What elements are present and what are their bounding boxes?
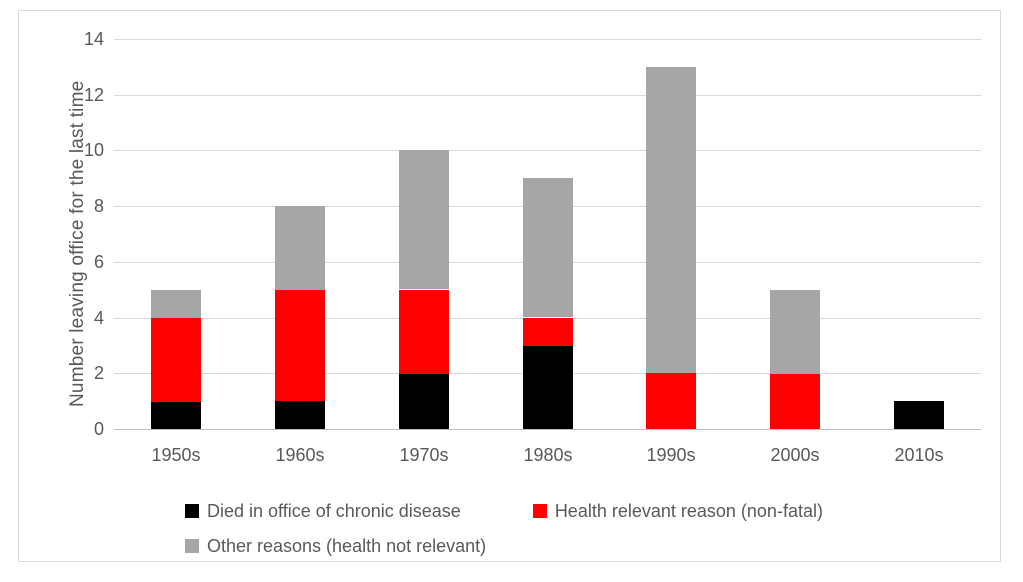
bar-segment — [275, 290, 325, 401]
bar-segment — [399, 373, 449, 429]
y-axis-tick-label: 14 — [83, 29, 104, 49]
x-axis-category-label: 1960s — [275, 445, 325, 465]
x-axis-category-label: 2000s — [770, 445, 820, 465]
bar-segment — [399, 290, 449, 374]
x-axis-line — [114, 429, 981, 430]
x-axis-category-label: 1970s — [399, 445, 449, 465]
legend-swatch — [532, 504, 547, 518]
bar-segment — [894, 401, 944, 429]
y-axis-tick-label: 6 — [93, 252, 104, 272]
bar-segment — [275, 206, 325, 290]
legend-item: Other reasons (health not relevant) — [185, 532, 486, 560]
gridline — [114, 39, 981, 40]
bar-segment — [646, 67, 696, 373]
legend-item: Died in office of chronic disease — [185, 497, 461, 525]
bar-segment — [151, 401, 201, 429]
bar-segment — [523, 345, 573, 429]
legend-swatch — [185, 504, 199, 518]
bar-segment — [770, 373, 820, 429]
y-axis-tick-label: 4 — [93, 308, 104, 328]
legend-label: Health relevant reason (non-fatal) — [554, 500, 823, 521]
legend-row: Other reasons (health not relevant) — [185, 532, 823, 560]
bar-segment — [275, 401, 325, 429]
bar-segment — [646, 373, 696, 429]
y-axis-tick-label: 0 — [93, 419, 104, 439]
bar-segment — [770, 290, 820, 374]
x-axis-category-label: 1980s — [523, 445, 573, 465]
y-axis-tick-label: 10 — [83, 140, 104, 160]
bar-segment — [151, 290, 201, 318]
x-axis-category-label: 1990s — [646, 445, 696, 465]
legend-swatch — [185, 539, 199, 553]
bar-segment — [151, 318, 201, 402]
legend-label: Died in office of chronic disease — [207, 500, 461, 521]
y-axis-tick-label: 12 — [83, 85, 104, 105]
x-axis-category-label: 2010s — [894, 445, 944, 465]
gridline — [114, 150, 981, 151]
legend-item: Health relevant reason (non-fatal) — [532, 497, 823, 525]
gridline — [114, 95, 981, 96]
legend: Died in office of chronic disease Health … — [185, 497, 823, 560]
y-axis-tick-label: 2 — [93, 363, 104, 383]
bar-segment — [523, 318, 573, 346]
chart-frame: Number leaving office for the last time … — [18, 10, 1001, 562]
bar-segment — [523, 178, 573, 317]
bar-segment — [399, 150, 449, 289]
y-axis-tick-label: 8 — [93, 196, 104, 216]
x-axis-category-label: 1950s — [151, 445, 201, 465]
legend-row: Died in office of chronic disease Health … — [185, 497, 823, 525]
legend-label: Other reasons (health not relevant) — [207, 535, 487, 556]
